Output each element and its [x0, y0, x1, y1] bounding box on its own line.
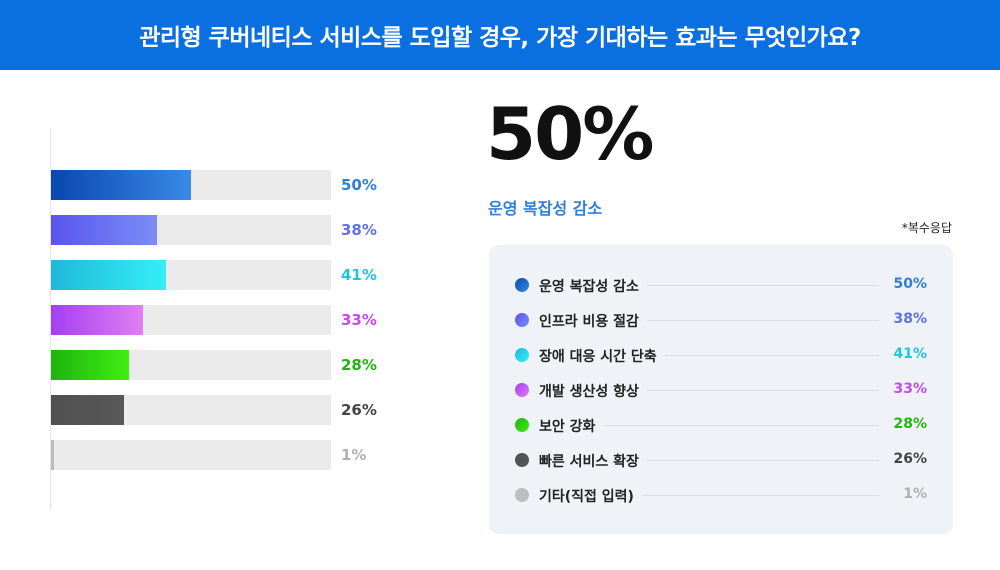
- legend-value: 1%: [895, 486, 927, 502]
- legend-item: 장애 대응 시간 단축 41%: [515, 345, 927, 366]
- legend-label: 개발 생산성 향상: [539, 381, 647, 401]
- legend-label: 보안 강화: [539, 416, 604, 436]
- legend-item: 보안 강화 28%: [515, 415, 927, 436]
- bar-row: 26%: [51, 395, 377, 425]
- bar: [51, 260, 166, 290]
- legend-dot-icon: [515, 278, 529, 292]
- bar-value-label: 50%: [341, 176, 377, 194]
- bar-value-label: 41%: [341, 266, 377, 284]
- legend-item: 인프라 비용 절감 38%: [515, 310, 927, 331]
- legend-leader-line: [539, 390, 879, 391]
- highlight-label: 운영 복잡성 감소: [488, 199, 603, 218]
- bar-row: 38%: [51, 215, 377, 245]
- bar-row: 50%: [51, 170, 377, 200]
- header-banner: 관리형 쿠버네티스 서비스를 도입할 경우, 가장 기대하는 효과는 무엇인가요…: [0, 0, 1000, 70]
- highlight-value: 50%: [486, 92, 654, 176]
- bar-value-label: 38%: [341, 221, 377, 239]
- legend-item: 개발 생산성 향상 33%: [515, 380, 927, 401]
- bar-value-label: 33%: [341, 311, 377, 329]
- legend-item: 기타(직접 입력) 1%: [515, 485, 927, 506]
- bar-row: 1%: [51, 440, 366, 470]
- legend-item: 빠른 서비스 확장 26%: [515, 450, 927, 471]
- bar: [51, 350, 130, 380]
- legend-value: 38%: [885, 311, 927, 327]
- legend-value: 33%: [885, 381, 927, 397]
- legend-dot-icon: [515, 348, 529, 362]
- bar-value-label: 26%: [341, 401, 377, 419]
- legend-item: 운영 복잡성 감소 50%: [515, 275, 927, 296]
- legend-leader-line: [539, 460, 879, 461]
- bar-track: [51, 440, 331, 470]
- legend-dot-icon: [515, 313, 529, 327]
- legend-leader-line: [539, 285, 879, 286]
- legend-leader-line: [539, 425, 879, 426]
- chart-axis-line: [50, 128, 51, 510]
- legend-label: 기타(직접 입력): [539, 486, 642, 506]
- bar-row: 33%: [51, 305, 377, 335]
- chart-legend: 운영 복잡성 감소 50% 인프라 비용 절감 38% 장애 대응 시간 단축 41% 개발…: [489, 245, 953, 534]
- bar: [51, 395, 124, 425]
- legend-dot-icon: [515, 488, 529, 502]
- multiple-response-note: *복수응답: [901, 221, 952, 235]
- bar-row: 41%: [51, 260, 377, 290]
- bar-value-label: 28%: [341, 356, 377, 374]
- bar: [51, 305, 144, 335]
- legend-dot-icon: [515, 453, 529, 467]
- bar-row: 28%: [51, 350, 377, 380]
- legend-value: 26%: [885, 451, 927, 467]
- legend-label: 인프라 비용 절감: [539, 311, 647, 331]
- legend-value: 28%: [885, 416, 927, 432]
- legend-value: 41%: [885, 346, 927, 362]
- legend-leader-line: [539, 355, 879, 356]
- legend-label: 장애 대응 시간 단축: [539, 346, 665, 366]
- legend-label: 빠른 서비스 확장: [539, 451, 647, 471]
- legend-value: 50%: [885, 276, 927, 292]
- bar: [51, 440, 54, 470]
- bar: [51, 215, 158, 245]
- legend-leader-line: [539, 495, 879, 496]
- legend-label: 운영 복잡성 감소: [539, 276, 647, 296]
- bar: [51, 170, 191, 200]
- legend-leader-line: [539, 320, 879, 321]
- legend-dot-icon: [515, 418, 529, 432]
- legend-dot-icon: [515, 383, 529, 397]
- chart-title: 관리형 쿠버네티스 서비스를 도입할 경우, 가장 기대하는 효과는 무엇인가요…: [139, 25, 861, 51]
- bar-value-label: 1%: [341, 446, 367, 464]
